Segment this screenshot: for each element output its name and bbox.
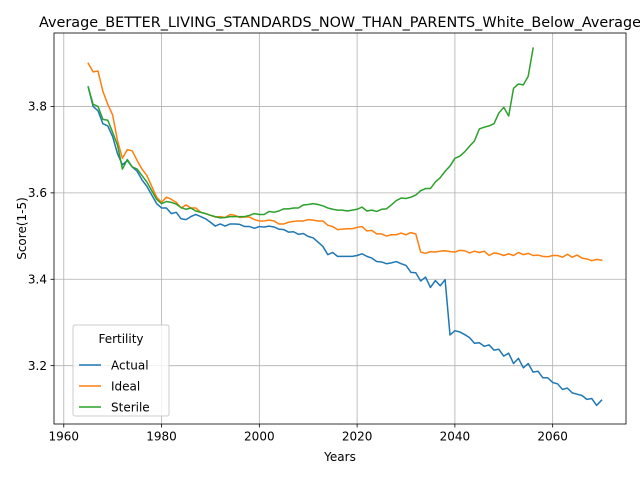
legend-label-ideal: Ideal — [111, 379, 140, 393]
grid-lines — [54, 33, 626, 424]
x-tick-label: 2060 — [537, 430, 568, 444]
y-tick-label: 3.8 — [28, 100, 47, 114]
chart-title: Average_BETTER_LIVING_STANDARDS_NOW_THAN… — [39, 15, 640, 31]
y-axis-ticks: 3.2 3.4 3.6 3.8 — [28, 100, 54, 373]
y-tick-label: 3.2 — [28, 359, 47, 373]
x-tick-label: 1960 — [49, 430, 80, 444]
x-tick-label: 2020 — [342, 430, 373, 444]
legend-label-sterile: Sterile — [111, 400, 150, 414]
x-axis-label: Years — [323, 450, 356, 464]
x-tick-label: 1980 — [146, 430, 177, 444]
legend-box — [72, 324, 170, 417]
x-tick-label: 2040 — [440, 430, 471, 444]
y-tick-label: 3.4 — [28, 273, 47, 287]
series-line-actual — [87, 86, 603, 407]
x-tick-label: 2000 — [244, 430, 275, 444]
legend: Fertility Actual Ideal Sterile — [72, 324, 170, 417]
plot-frame — [53, 32, 627, 425]
series-line-sterile — [87, 47, 534, 219]
legend-title: Fertility — [98, 332, 143, 346]
series-lines — [87, 47, 603, 407]
y-tick-label: 3.6 — [28, 186, 47, 200]
legend-entries: Actual Ideal Sterile — [79, 358, 150, 414]
series-line-ideal — [87, 62, 603, 262]
y-axis-label: Score(1-5) — [15, 197, 29, 260]
legend-label-actual: Actual — [111, 358, 149, 372]
x-axis-ticks: 1960 1980 2000 2020 2040 2060 — [49, 424, 568, 444]
